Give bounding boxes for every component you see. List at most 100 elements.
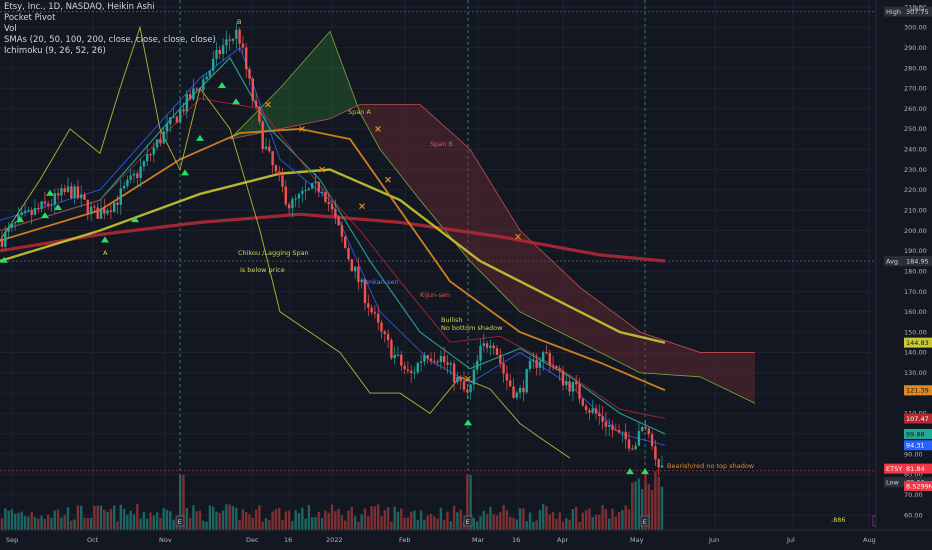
volume-bar bbox=[149, 512, 152, 530]
candle-body bbox=[614, 429, 617, 431]
candle-body bbox=[525, 369, 528, 393]
volume-bar bbox=[188, 517, 192, 530]
price-tick-label: 250.00 bbox=[904, 125, 927, 133]
time-axis[interactable]: Sep Oct Nov Dec 16 2022 Feb Mar 16 Apr May Jun Jul Au… bbox=[0, 529, 932, 544]
candle-body bbox=[287, 204, 291, 209]
volume-bar bbox=[495, 515, 499, 530]
annotation-bearish: Bearish/red no top shadow bbox=[667, 462, 755, 470]
candle-body bbox=[40, 201, 43, 209]
volume-bar bbox=[291, 521, 294, 530]
legend-ichimoku[interactable]: Ichimoku (9, 26, 52, 26) bbox=[4, 46, 106, 56]
volume-bar bbox=[27, 516, 30, 530]
volume-bar bbox=[294, 510, 297, 530]
price-axis[interactable]: 310.00300.00290.00280.00270.00260.00250.… bbox=[875, 0, 932, 550]
candle-body bbox=[139, 166, 142, 178]
volume-bar bbox=[129, 510, 132, 530]
legend-smas[interactable]: SMAs (20, 50, 100, 200, close, close, cl… bbox=[4, 35, 216, 45]
candle-body bbox=[208, 70, 212, 77]
time-tick-label: May bbox=[630, 536, 644, 544]
volume-bar bbox=[225, 504, 228, 530]
candle-body bbox=[116, 202, 119, 205]
volume-bar bbox=[314, 517, 317, 530]
candle-body bbox=[198, 88, 202, 91]
volume-bar bbox=[248, 514, 251, 530]
volume-bar bbox=[20, 511, 23, 530]
volume-bar bbox=[254, 509, 258, 530]
candle-body bbox=[103, 208, 106, 214]
volume-bar bbox=[479, 516, 482, 530]
volume-bar bbox=[396, 511, 400, 530]
volume-bar bbox=[525, 521, 528, 530]
candle-body bbox=[27, 210, 30, 212]
candle-body bbox=[608, 424, 611, 427]
candle-body bbox=[403, 365, 406, 370]
volume-bar bbox=[598, 514, 601, 530]
candle-body bbox=[535, 359, 538, 368]
candle-body bbox=[297, 193, 301, 199]
volume-bar bbox=[258, 505, 261, 530]
legend-pocket-pivot[interactable]: Pocket Pivot bbox=[4, 13, 56, 23]
volume-bar bbox=[307, 504, 311, 530]
candle-body bbox=[466, 389, 469, 393]
candle-body bbox=[363, 279, 367, 304]
pocket-pivot-marker bbox=[16, 216, 24, 223]
candle-body bbox=[495, 348, 499, 355]
volume-bar bbox=[330, 504, 334, 530]
annotation-chikou-1: Chikou /Lagging Span bbox=[238, 249, 309, 257]
volume-bar bbox=[192, 505, 195, 530]
pocket-pivot-marker bbox=[131, 216, 139, 223]
volume-bar bbox=[601, 505, 604, 530]
volume-bar bbox=[347, 510, 350, 530]
price-tag-label: ETSY bbox=[886, 465, 902, 473]
volume-bar bbox=[538, 509, 542, 530]
volume-bar bbox=[657, 476, 660, 530]
annotation-span-b: Span B bbox=[430, 140, 453, 148]
candle-body bbox=[485, 343, 489, 348]
candle-body bbox=[469, 384, 472, 393]
candle-body bbox=[601, 416, 604, 422]
price-tick-label: 160.00 bbox=[904, 308, 927, 316]
candle-body bbox=[393, 354, 396, 359]
candle-body bbox=[225, 39, 228, 46]
cloud-bearish bbox=[360, 104, 755, 404]
volume-bar bbox=[43, 519, 47, 530]
volume-bar bbox=[400, 508, 403, 530]
candle-body bbox=[502, 363, 505, 374]
price-tags: High 307.75 Avg 184.95 144.83 121.39 107.47 99.… bbox=[884, 6, 932, 491]
candle-body bbox=[7, 227, 10, 232]
volume-bar bbox=[353, 516, 357, 530]
price-tick-label: 220.00 bbox=[904, 186, 927, 194]
candle-body bbox=[126, 179, 129, 186]
legend-volume[interactable]: Vol bbox=[4, 24, 17, 34]
volume-bar bbox=[617, 512, 621, 530]
volume-bar bbox=[205, 521, 208, 530]
volume-bar bbox=[621, 509, 624, 530]
candle-body bbox=[53, 193, 56, 205]
price-tick-label: 90.00 bbox=[904, 450, 923, 458]
volume-bar bbox=[212, 506, 215, 530]
volume-bar bbox=[93, 505, 96, 530]
candle-body bbox=[99, 208, 103, 219]
volume-bar bbox=[99, 505, 103, 530]
price-tick-label: 300.00 bbox=[904, 24, 927, 32]
candle-body bbox=[565, 381, 568, 386]
volume-bar bbox=[146, 518, 149, 530]
candle-body bbox=[390, 340, 393, 359]
volume-bar bbox=[83, 517, 86, 530]
volume-bar bbox=[482, 510, 485, 530]
candle-body bbox=[327, 202, 330, 205]
price-tick-label: 150.00 bbox=[904, 328, 927, 336]
volume-bar bbox=[23, 515, 27, 530]
volume-bar bbox=[344, 520, 347, 530]
volume-bar bbox=[4, 508, 7, 530]
candle-body bbox=[634, 445, 637, 450]
candle-body bbox=[228, 39, 231, 41]
legend-title[interactable]: Etsy, Inc., 1D, NASDAQ, Heikin Ashi bbox=[4, 2, 155, 12]
candle-body bbox=[627, 439, 631, 449]
time-tick-label: 16 bbox=[512, 536, 520, 544]
candle-body bbox=[360, 279, 363, 282]
volume-bar bbox=[627, 509, 631, 530]
candle-body bbox=[598, 413, 601, 417]
candle-body bbox=[73, 186, 76, 199]
